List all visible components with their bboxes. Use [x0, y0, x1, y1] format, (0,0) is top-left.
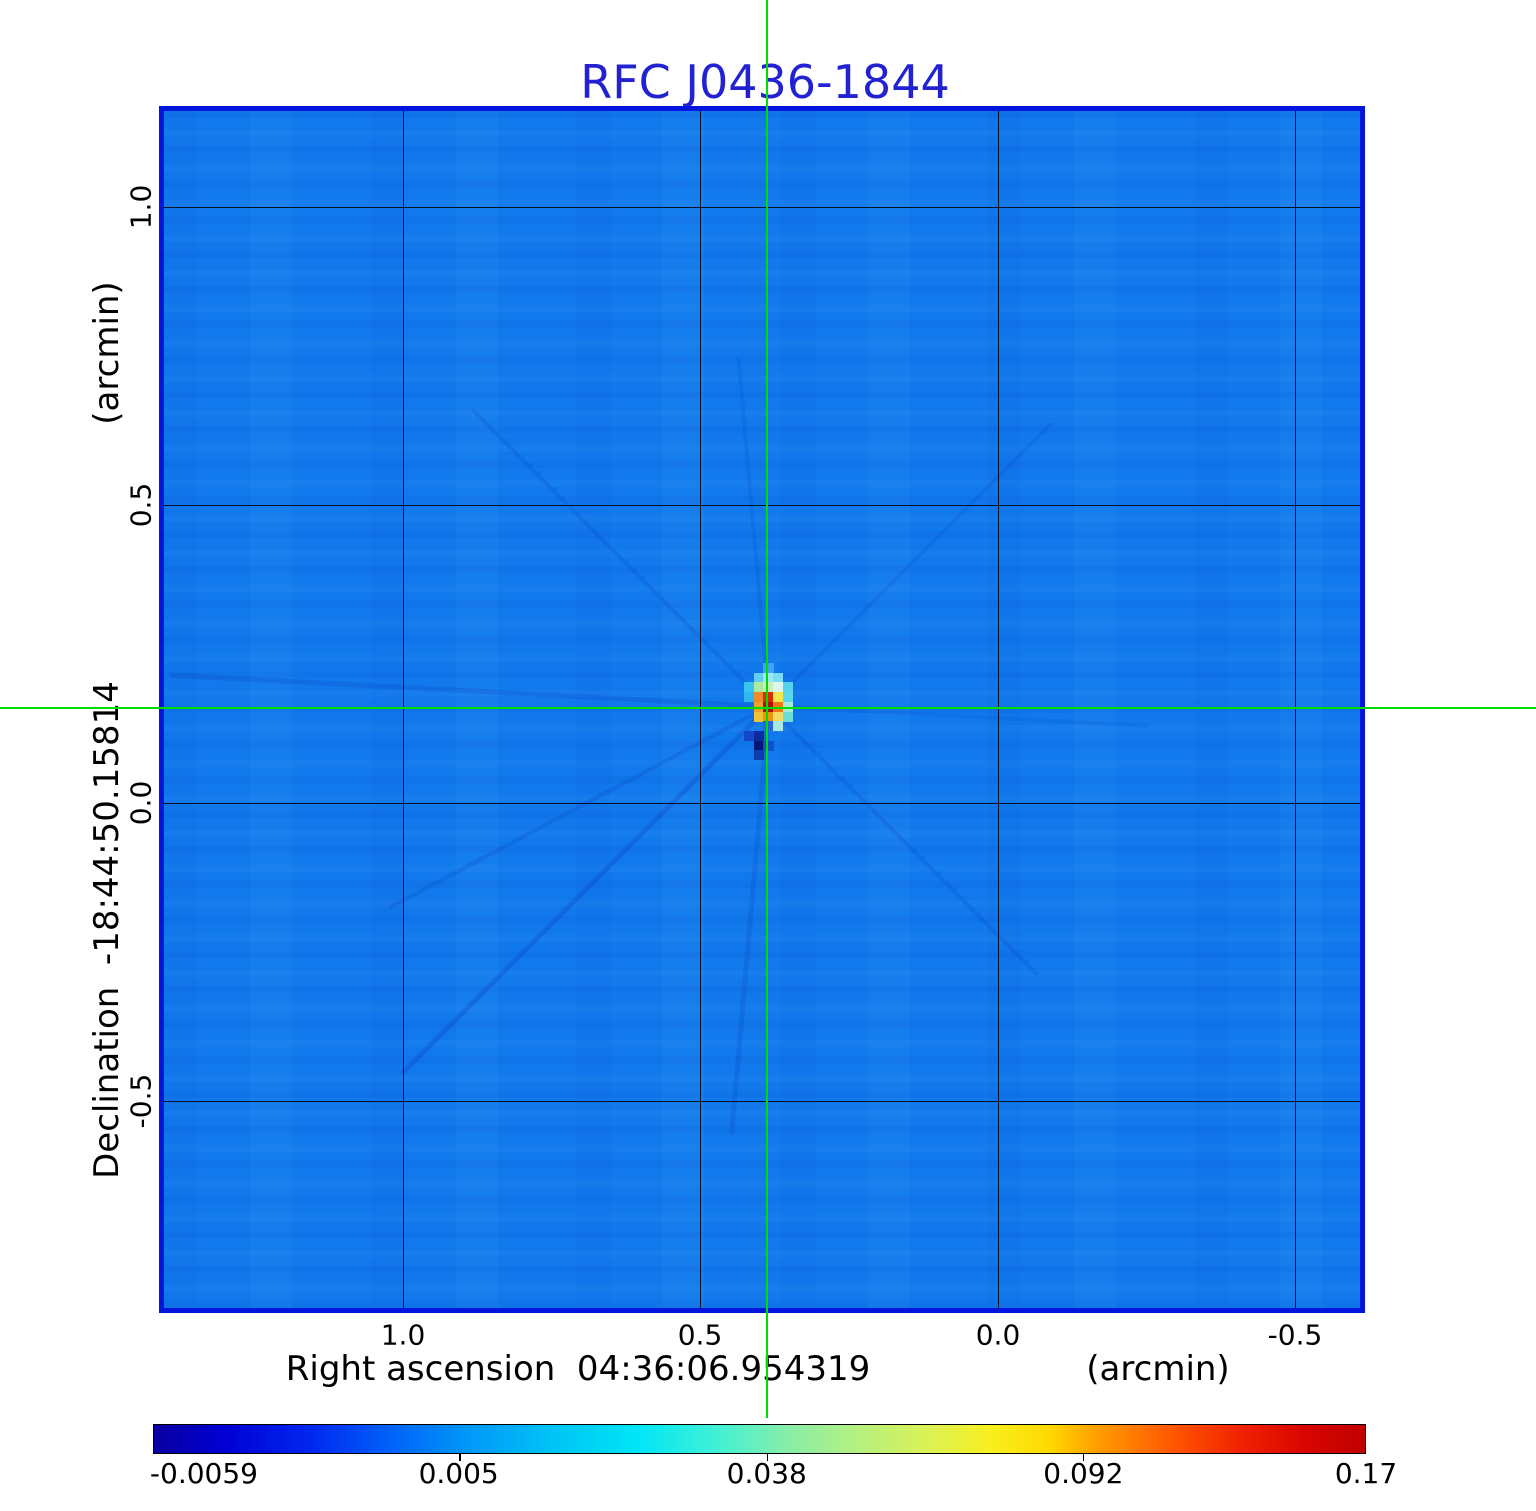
source-map-pixel [773, 721, 784, 732]
sidelobe-streak [169, 672, 770, 709]
crosshair-horizontal-line [0, 707, 1536, 709]
source-map-pixel [753, 740, 764, 751]
source-map-pixel [753, 701, 764, 712]
crosshair-vertical-line [766, 0, 768, 1418]
x-tick-label: 1.0 [380, 1318, 426, 1352]
y-axis-label: Declination -18:44:50.15814 [87, 681, 127, 1179]
source-map-pixel [753, 730, 764, 742]
y-tick-label: 0.0 [124, 780, 158, 826]
colorbar [153, 1424, 1366, 1461]
colorbar-tick-label: -0.0059 [149, 1457, 258, 1490]
colorbar-tick [459, 1453, 461, 1461]
grid-line-vertical [403, 111, 404, 1308]
plot-title: RFC J0436-1844 [580, 55, 950, 109]
source-map-pixel [773, 672, 784, 683]
source-map-pixel [753, 750, 764, 761]
source-map-pixel [763, 692, 774, 703]
source-map-pixel [753, 711, 764, 722]
source-map-pixel [773, 701, 784, 712]
source-map-pixel [763, 672, 774, 683]
colorbar-tick-label: 0.038 [726, 1457, 807, 1490]
sidelobe-streak [767, 421, 1054, 708]
source-map-pixel [753, 682, 764, 693]
source-map-pixel [753, 672, 764, 683]
source-map-pixel [782, 682, 793, 693]
source-map-pixel [773, 682, 784, 693]
grid-line-vertical [700, 111, 701, 1308]
source-map-pixel [763, 711, 774, 722]
y-tick-label: 0.5 [124, 482, 158, 528]
sidelobe-streak [470, 407, 771, 708]
x-axis-label: Right ascension 04:36:06.954319 [285, 1349, 871, 1389]
grid-line-vertical [1295, 111, 1296, 1308]
y-tick-label: -0.5 [124, 1073, 158, 1129]
source-map-pixel [773, 692, 784, 703]
source-map-pixel [763, 721, 774, 732]
source-map-pixel [744, 730, 755, 742]
source-map-pixel [782, 692, 793, 703]
x-tick-label: 0.5 [677, 1318, 723, 1352]
x-axis-unit-label: (arcmin) [1086, 1349, 1230, 1389]
sidelobe-streak [388, 704, 770, 910]
colorbar-tick-label: 0.17 [1334, 1457, 1398, 1490]
source-map-pixel [753, 692, 764, 703]
colorbar-tick-label: 0.092 [1043, 1457, 1124, 1490]
grid-line-horizontal [164, 505, 1360, 506]
colorbar-tick-label: 0.005 [418, 1457, 499, 1490]
image-plot-area [159, 106, 1365, 1313]
x-tick-label: 0.0 [975, 1318, 1021, 1352]
sidelobe-streak [399, 704, 771, 1076]
source-map-pixel [782, 701, 793, 712]
grid-line-horizontal [164, 803, 1360, 804]
x-tick-label: -0.5 [1267, 1318, 1323, 1352]
source-map-pixel [744, 682, 755, 693]
colorbar-tick [1082, 1453, 1085, 1461]
grid-line-horizontal [164, 1101, 1360, 1102]
source-map-pixel [763, 701, 774, 712]
y-tick-label: 1.0 [124, 184, 158, 230]
source-map-pixel [763, 663, 774, 674]
source-map-pixel [763, 740, 774, 751]
source-map-pixel [763, 682, 774, 693]
grid-line-vertical [998, 111, 999, 1308]
source-map-pixel [773, 711, 784, 722]
colorbar-tick [766, 1453, 769, 1461]
source-map-pixel [782, 711, 793, 722]
source-map-pixel [744, 692, 755, 703]
grid-line-horizontal [164, 207, 1360, 208]
y-axis-unit-label: (arcmin) [87, 281, 127, 425]
